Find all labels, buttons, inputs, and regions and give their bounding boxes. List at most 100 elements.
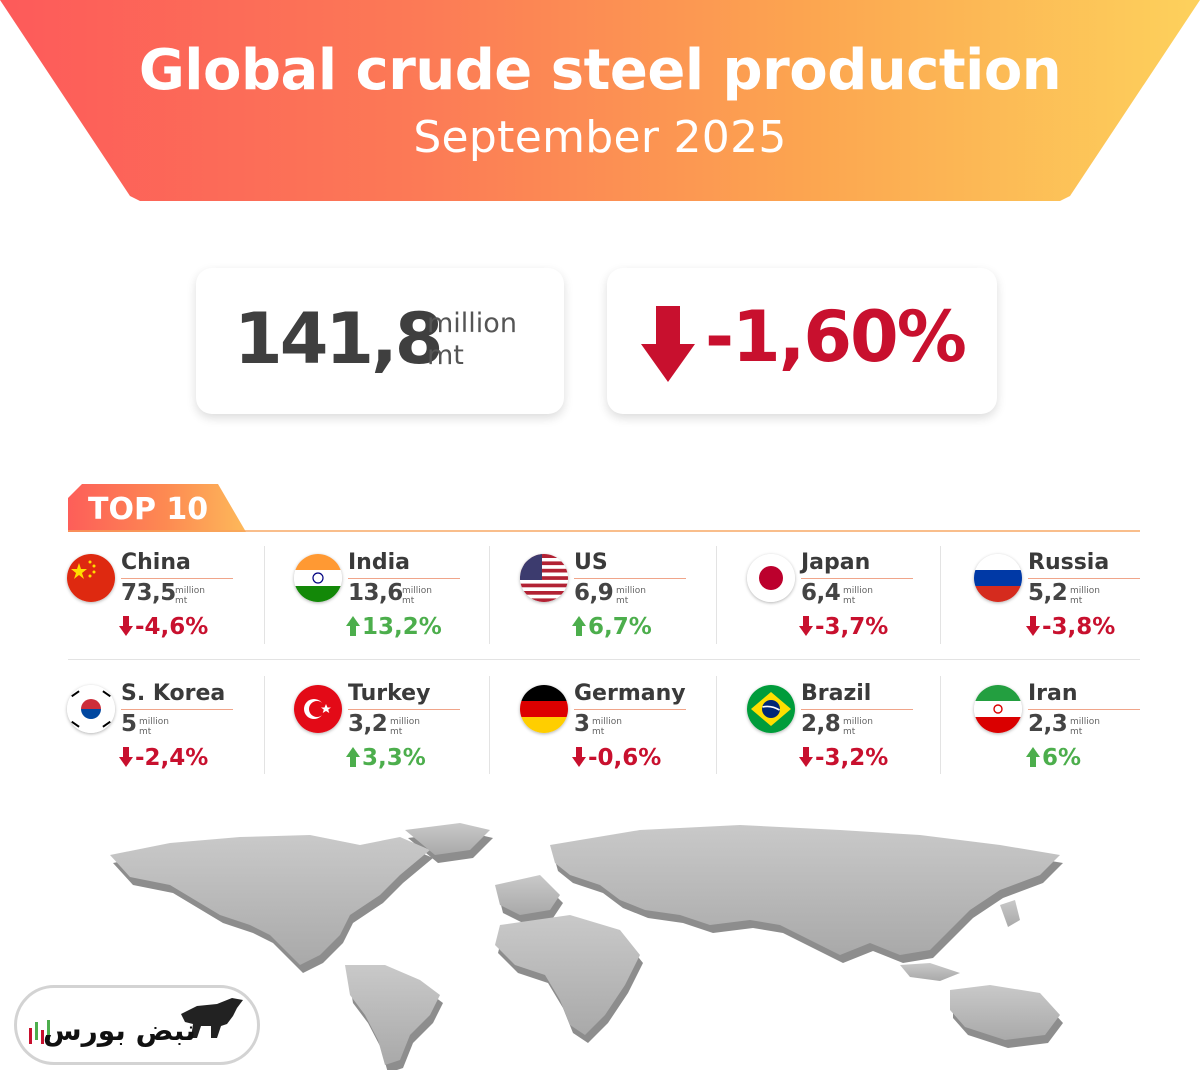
logo-text: نبض بورس xyxy=(43,1014,196,1047)
page-subtitle: September 2025 xyxy=(413,112,787,163)
country-iran: Iran 2,3 million mt 6% xyxy=(974,679,1200,789)
country-change: 6% xyxy=(1026,745,1081,771)
country-name: Turkey xyxy=(348,681,431,706)
country-name: India xyxy=(348,550,410,575)
country-change: -3,2% xyxy=(799,745,888,771)
country-change: -4,6% xyxy=(119,614,208,640)
country-value: 3 xyxy=(574,711,590,737)
country-unit: million mt xyxy=(139,717,169,737)
divider xyxy=(264,676,265,774)
country-change: -0,6% xyxy=(572,745,661,771)
country-s-korea: S. Korea 5 million mt -2,4% xyxy=(67,679,293,789)
country-unit: million mt xyxy=(402,586,432,606)
chart-bars-icon xyxy=(29,1020,50,1044)
divider xyxy=(940,676,941,774)
divider xyxy=(574,578,686,579)
arrow-down-icon xyxy=(1026,616,1040,636)
country-turkey: Turkey 3,2 million mt 3,3% xyxy=(294,679,520,789)
country-unit: million mt xyxy=(1070,717,1100,737)
country-us: US 6,9 million mt 6,7% xyxy=(520,548,746,658)
divider xyxy=(68,659,1140,660)
arrow-up-icon xyxy=(346,747,360,767)
brazil-flag-icon xyxy=(747,685,795,733)
arrow-down-icon xyxy=(799,747,813,767)
total-production-value: 141,8 xyxy=(234,298,443,380)
brand-logo: نبض بورس xyxy=(14,985,260,1065)
country-value: 5 xyxy=(121,711,137,737)
country-germany: Germany 3 million mt -0,6% xyxy=(520,679,746,789)
country-japan: Japan 6,4 million mt -3,7% xyxy=(747,548,973,658)
arrow-down-icon xyxy=(641,306,695,382)
country-name: Brazil xyxy=(801,681,872,706)
china-flag-icon xyxy=(67,554,115,602)
country-value: 3,2 xyxy=(348,711,388,737)
divider xyxy=(348,578,460,579)
country-name: China xyxy=(121,550,191,575)
country-value: 13,6 xyxy=(348,580,403,606)
arrow-up-icon xyxy=(346,616,360,636)
iran-flag-icon xyxy=(974,685,1022,733)
country-russia: Russia 5,2 million mt -3,8% xyxy=(974,548,1200,658)
arrow-up-icon xyxy=(1026,747,1040,767)
country-name: Iran xyxy=(1028,681,1078,706)
country-unit: million mt xyxy=(1070,586,1100,606)
country-value: 2,3 xyxy=(1028,711,1068,737)
country-unit: million mt xyxy=(843,586,873,606)
divider xyxy=(716,546,717,644)
divider xyxy=(489,546,490,644)
country-unit: million mt xyxy=(390,717,420,737)
divider xyxy=(716,676,717,774)
country-unit: million mt xyxy=(616,586,646,606)
south-korea-flag-icon xyxy=(67,685,115,733)
total-production-card: 141,8 million mt xyxy=(196,268,564,414)
divider xyxy=(1028,578,1140,579)
arrow-down-icon xyxy=(572,747,586,767)
country-unit: million mt xyxy=(843,717,873,737)
total-production-unit: million mt xyxy=(427,308,517,371)
country-china: China 73,5 million mt -4,6% xyxy=(67,548,293,658)
germany-flag-icon xyxy=(520,685,568,733)
divider xyxy=(68,530,1140,532)
country-unit: million mt xyxy=(175,586,205,606)
arrow-up-icon xyxy=(572,616,586,636)
russia-flag-icon xyxy=(974,554,1022,602)
divider xyxy=(348,709,460,710)
country-unit: million mt xyxy=(592,717,622,737)
country-name: S. Korea xyxy=(121,681,226,706)
divider xyxy=(801,578,913,579)
country-brazil: Brazil 2,8 million mt -3,2% xyxy=(747,679,973,789)
country-change: 3,3% xyxy=(346,745,426,771)
country-name: Russia xyxy=(1028,550,1110,575)
divider xyxy=(489,676,490,774)
country-name: Germany xyxy=(574,681,686,706)
top10-label: TOP 10 xyxy=(88,492,209,527)
divider xyxy=(264,546,265,644)
world-map-illustration xyxy=(110,823,1063,1070)
india-flag-icon xyxy=(294,554,342,602)
country-name: Japan xyxy=(801,550,871,575)
japan-flag-icon xyxy=(747,554,795,602)
total-change-card: -1,60% xyxy=(607,268,997,414)
total-change-value: -1,60% xyxy=(705,296,967,378)
country-value: 5,2 xyxy=(1028,580,1068,606)
arrow-down-icon xyxy=(799,616,813,636)
country-change: 6,7% xyxy=(572,614,652,640)
arrow-down-icon xyxy=(119,616,133,636)
divider xyxy=(121,709,233,710)
us-flag-icon xyxy=(520,554,568,602)
turkey-flag-icon xyxy=(294,685,342,733)
divider xyxy=(940,546,941,644)
country-value: 2,8 xyxy=(801,711,841,737)
country-change: 13,2% xyxy=(346,614,442,640)
country-change: -3,7% xyxy=(799,614,888,640)
top10-tab: TOP 10 xyxy=(68,484,246,532)
arrow-down-icon xyxy=(119,747,133,767)
divider xyxy=(801,709,913,710)
divider xyxy=(1028,709,1140,710)
country-value: 73,5 xyxy=(121,580,176,606)
divider xyxy=(574,709,686,710)
country-india: India 13,6 million mt 13,2% xyxy=(294,548,520,658)
country-change: -2,4% xyxy=(119,745,208,771)
page-title: Global crude steel production xyxy=(138,38,1062,103)
country-change: -3,8% xyxy=(1026,614,1115,640)
